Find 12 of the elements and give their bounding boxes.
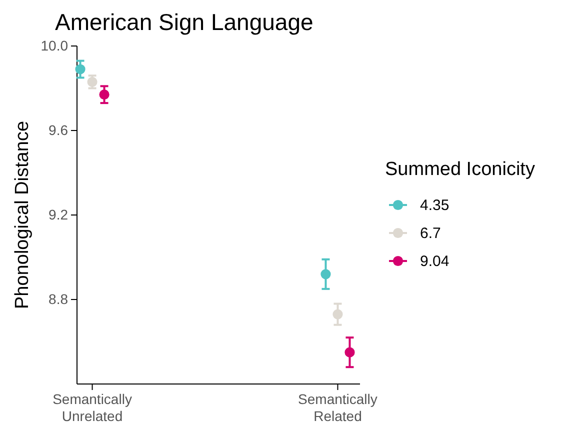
x-tick-label: Semantically Related <box>298 391 378 424</box>
x-tick-label: Semantically Unrelated <box>52 391 132 424</box>
legend-label: 6.7 <box>420 225 441 242</box>
legend-label: 9.04 <box>420 253 450 270</box>
chart-title: American Sign Language <box>55 9 314 35</box>
legend-label: 4.35 <box>420 197 450 214</box>
y-tick-label: 10.0 <box>40 37 68 54</box>
y-tick-label: 8.8 <box>48 290 68 307</box>
y-axis-title: Phonological Distance <box>12 120 33 310</box>
y-tick-label: 9.2 <box>48 206 68 222</box>
legend-title: Summed Iconicity <box>385 159 536 180</box>
y-tick-label: 9.6 <box>48 122 68 138</box>
